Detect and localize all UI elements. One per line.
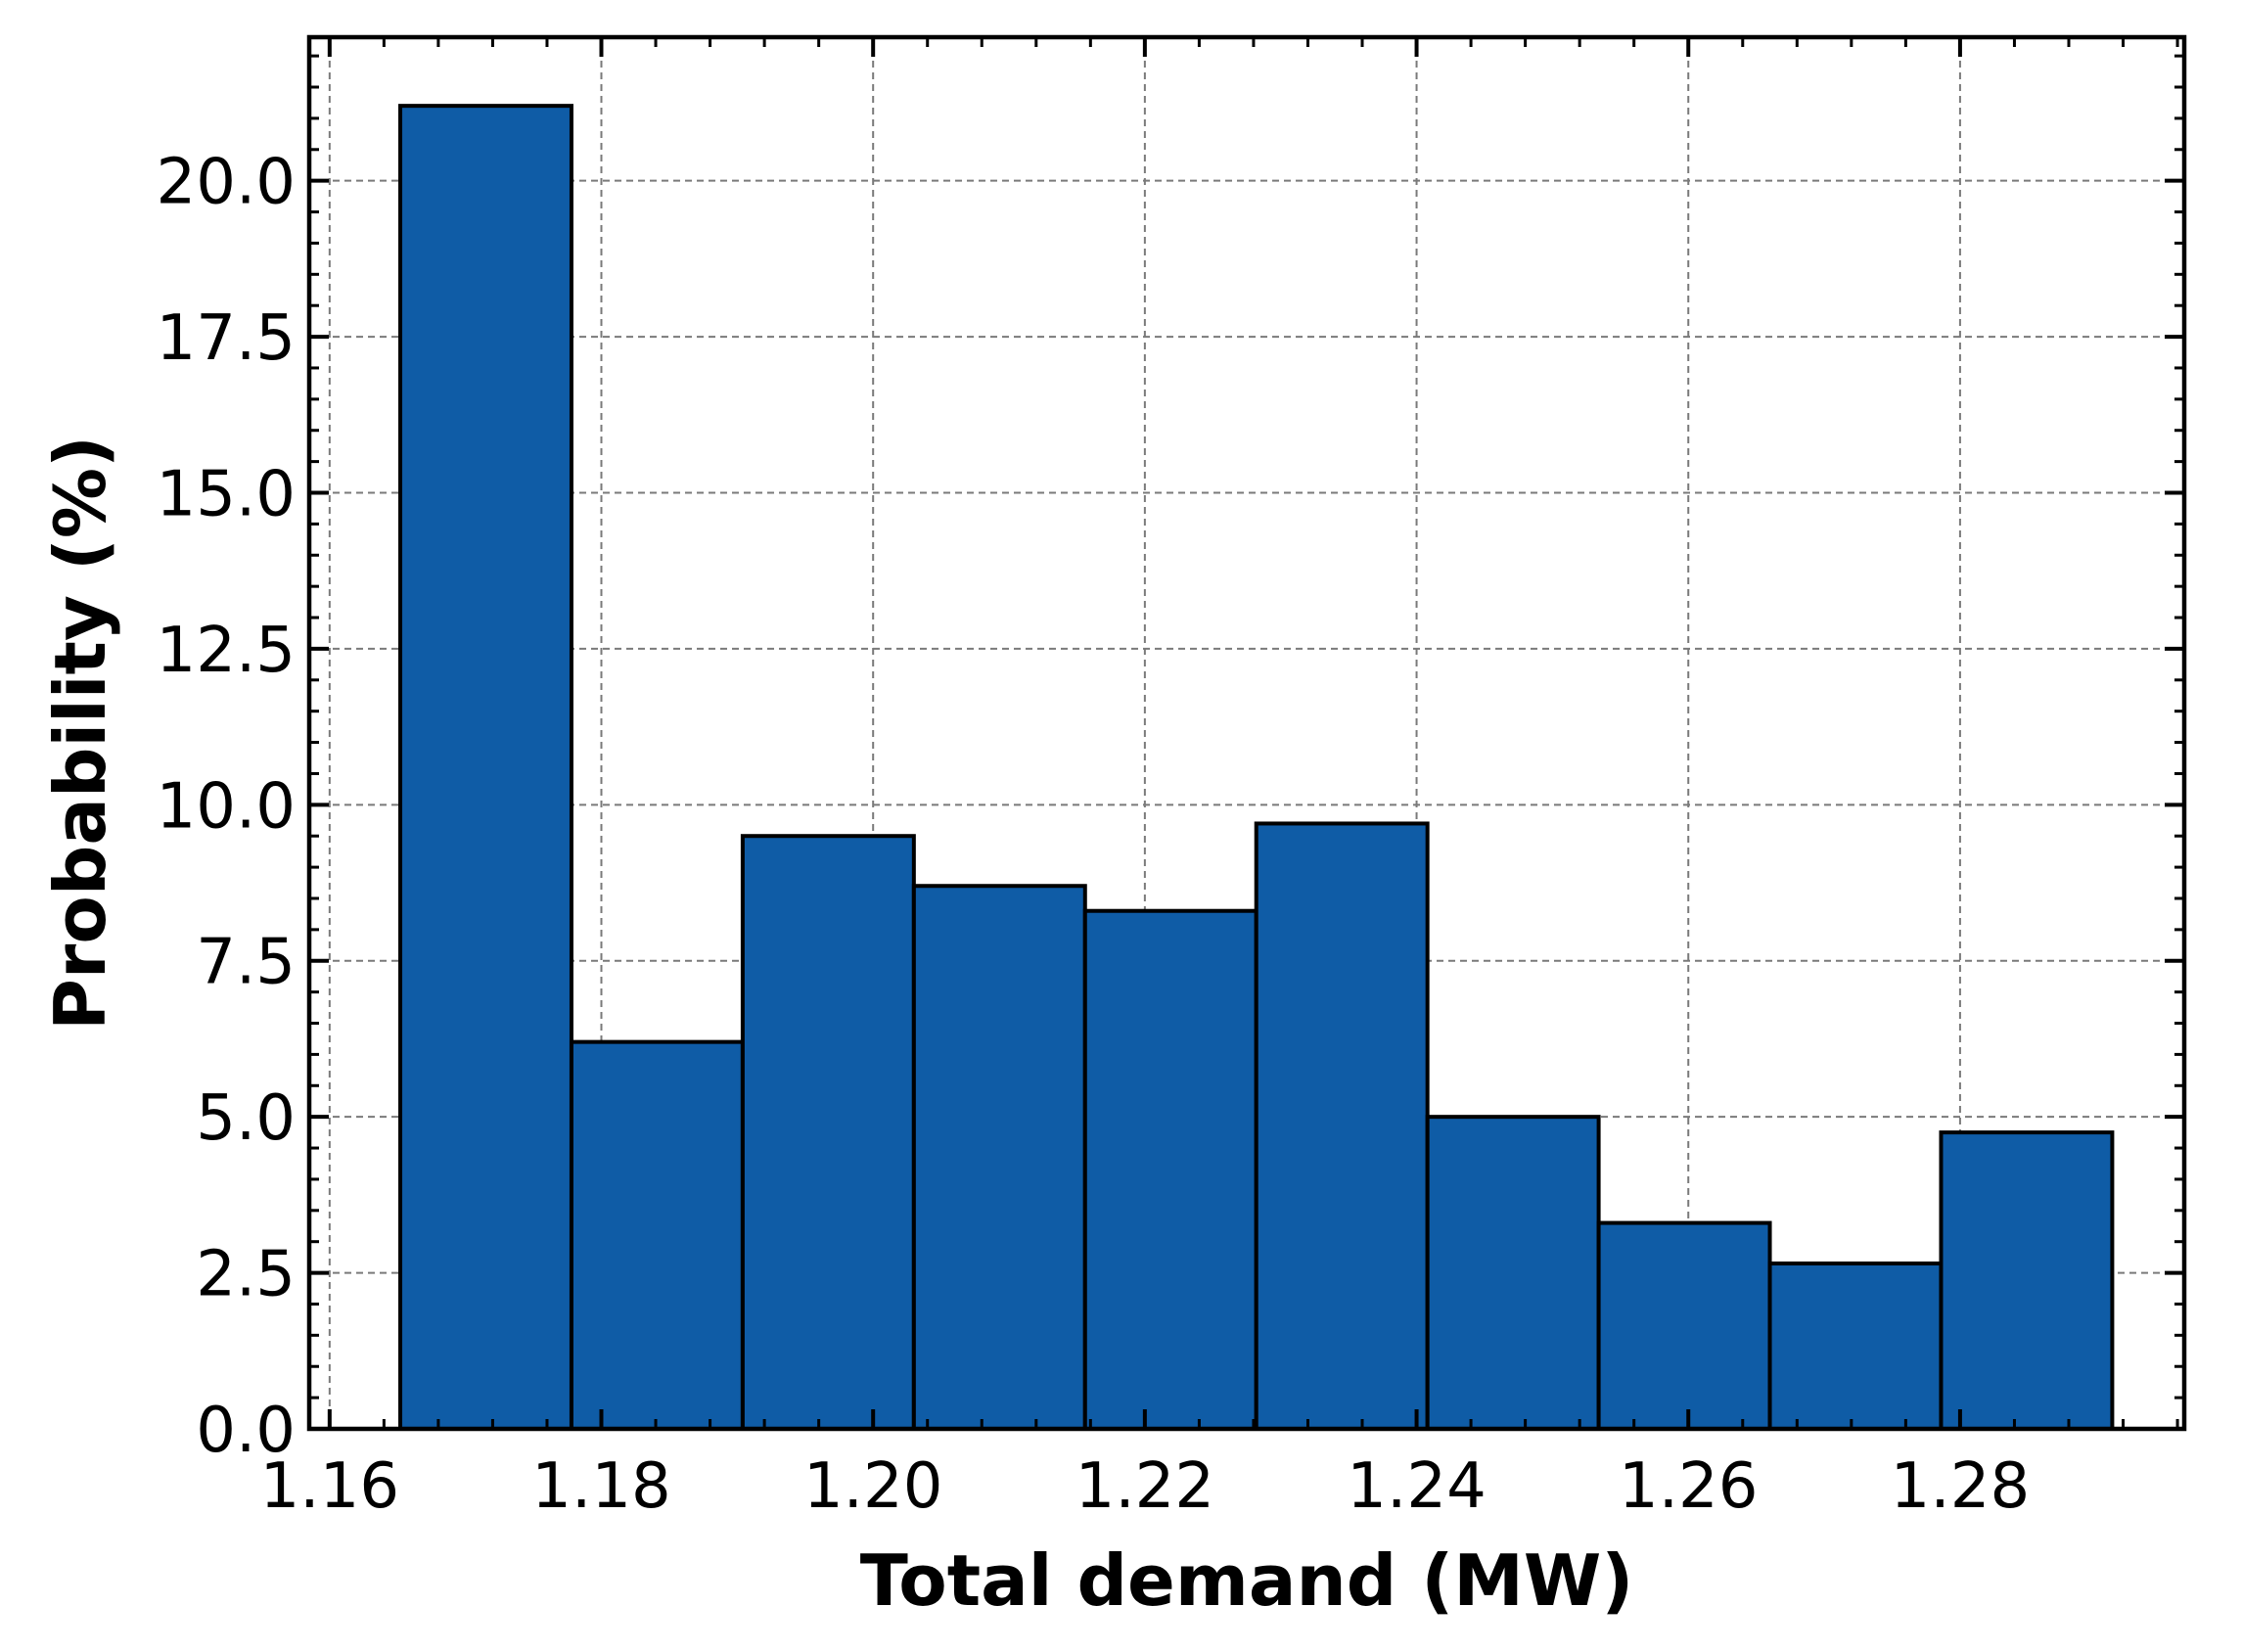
histogram-bar <box>1596 1220 1772 1431</box>
histogram-bar <box>1767 1262 1944 1431</box>
histogram-bar <box>1425 1115 1601 1431</box>
x-tick-label: 1.16 <box>260 1450 400 1523</box>
y-tick-label: 20.0 <box>157 147 297 219</box>
y-tick-label: 0.0 <box>196 1395 296 1467</box>
histogram-bar <box>398 104 573 1431</box>
y-tick-label: 15.0 <box>157 458 297 530</box>
histogram-bar <box>1082 908 1258 1431</box>
y-tick-label: 7.5 <box>196 927 296 999</box>
y-tick-label: 17.5 <box>157 302 297 375</box>
plot-frame <box>306 34 2187 1432</box>
y-axis-title: Probability (%) <box>39 436 121 1031</box>
y-tick-label: 5.0 <box>196 1082 296 1155</box>
x-tick-label: 1.26 <box>1619 1450 1759 1523</box>
histogram-bar <box>740 834 916 1431</box>
histogram-bar <box>1939 1130 2115 1432</box>
y-tick-label: 10.0 <box>157 770 297 843</box>
y-tick-label: 12.5 <box>157 615 297 687</box>
x-tick-label: 1.24 <box>1347 1450 1487 1523</box>
x-tick-label: 1.18 <box>531 1450 671 1523</box>
histogram-bar <box>569 1039 745 1431</box>
histogram-bar <box>911 884 1087 1431</box>
histogram-bar <box>1254 821 1430 1431</box>
x-tick-label: 1.22 <box>1075 1450 1215 1523</box>
y-tick-label: 2.5 <box>196 1239 296 1311</box>
tick-labels: 1.16 1.18 1.20 1.22 1.24 1.26 1.28 0.0 2.5 5.0 7.5… <box>157 147 2031 1523</box>
x-axis-title: Total demand (MW) <box>860 1539 1634 1622</box>
x-tick-label: 1.20 <box>803 1450 943 1523</box>
bars <box>398 104 2115 1432</box>
x-tick-label: 1.28 <box>1891 1450 2031 1523</box>
